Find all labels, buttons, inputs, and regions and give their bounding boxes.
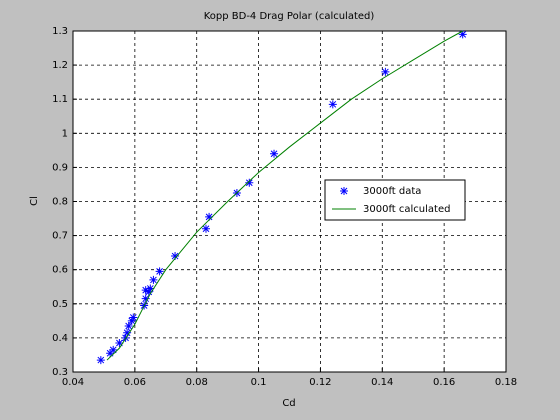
y-tick-label: 1 [62, 128, 68, 139]
data-point [141, 286, 150, 295]
data-point [146, 284, 155, 293]
data-point [106, 349, 115, 358]
data-point [123, 328, 132, 337]
data-point [127, 316, 136, 325]
data-point [149, 275, 158, 284]
x-tick-label: 0.1 [251, 377, 267, 388]
data-point [96, 356, 105, 365]
data-point [171, 252, 180, 261]
data-point [124, 321, 133, 330]
y-tick-label: 1.3 [52, 26, 68, 37]
x-tick-label: 0.18 [495, 377, 517, 388]
legend-label: 3000ft calculated [363, 204, 450, 215]
data-point [270, 149, 279, 158]
data-point [381, 67, 390, 76]
plot-frame [72, 30, 507, 373]
y-tick-label: 1.1 [52, 94, 68, 105]
data-point [115, 339, 124, 348]
data-point [155, 267, 164, 276]
legend-box [324, 179, 466, 221]
y-tick-label: 1.2 [52, 60, 68, 71]
data-point [201, 224, 210, 233]
data-line [106, 30, 463, 361]
data-point [109, 345, 118, 354]
legend-symbol [340, 187, 348, 195]
y-tick-label: 0.8 [52, 197, 68, 208]
x-tick-label: 0.16 [433, 377, 455, 388]
y-tick-label: 0.6 [52, 265, 68, 276]
legend-label: 3000ft data [363, 186, 421, 197]
data-point [141, 294, 150, 303]
y-tick-label: 0.7 [52, 231, 68, 242]
data-point [245, 178, 254, 187]
chart-title: Kopp BD-4 Drag Polar (calculated) [204, 11, 375, 22]
data-point [144, 287, 153, 296]
x-tick-label: 0.06 [124, 377, 146, 388]
x-axis-label: Cd [282, 398, 295, 409]
x-tick-label: 0.04 [62, 377, 84, 388]
y-tick-label: 0.3 [52, 367, 68, 378]
x-tick-label: 0.08 [186, 377, 208, 388]
data-point [458, 30, 467, 39]
y-tick-label: 0.9 [52, 162, 68, 173]
data-point [205, 212, 214, 221]
x-tick-label: 0.12 [309, 377, 331, 388]
y-axis-label: Cl [29, 196, 40, 206]
x-tick-label: 0.14 [371, 377, 393, 388]
y-tick-label: 0.4 [52, 333, 68, 344]
data-point [129, 313, 138, 322]
data-point [328, 100, 337, 109]
y-tick-label: 0.5 [52, 299, 68, 310]
